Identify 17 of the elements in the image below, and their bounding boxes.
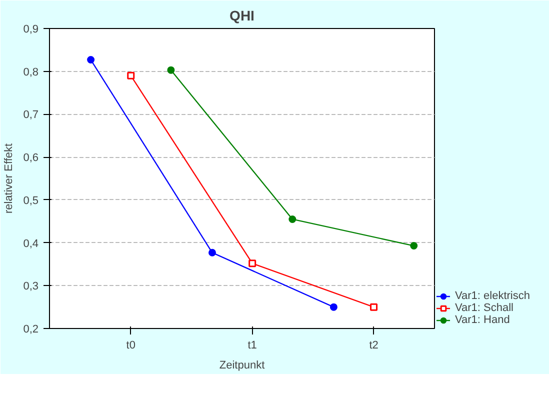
- x-axis-title: Zeitpunkt: [219, 360, 265, 372]
- y-tick-label: 0,2: [23, 324, 39, 336]
- y-axis-title: relativer Effekt: [3, 143, 16, 214]
- y-tick-label: 0,8: [23, 66, 39, 78]
- x-tick-label: t1: [248, 340, 257, 352]
- y-tick-label: 0,4: [23, 238, 39, 250]
- legend-label: Var1: Schall: [455, 302, 514, 314]
- y-tick-label: 0,3: [23, 280, 39, 293]
- legend-label: Var1: Hand: [455, 314, 510, 326]
- y-tick-label: 0,9: [23, 24, 39, 36]
- chart-title: QHI: [230, 8, 254, 24]
- x-tick-label: t0: [126, 340, 136, 352]
- x-tick-label: t2: [369, 340, 378, 352]
- y-tick-label: 0,5: [23, 194, 39, 207]
- y-tick-label: 0,6: [23, 152, 39, 164]
- y-tick-label: 0,7: [23, 109, 39, 122]
- legend-label: Var1: elektrisch: [455, 290, 530, 302]
